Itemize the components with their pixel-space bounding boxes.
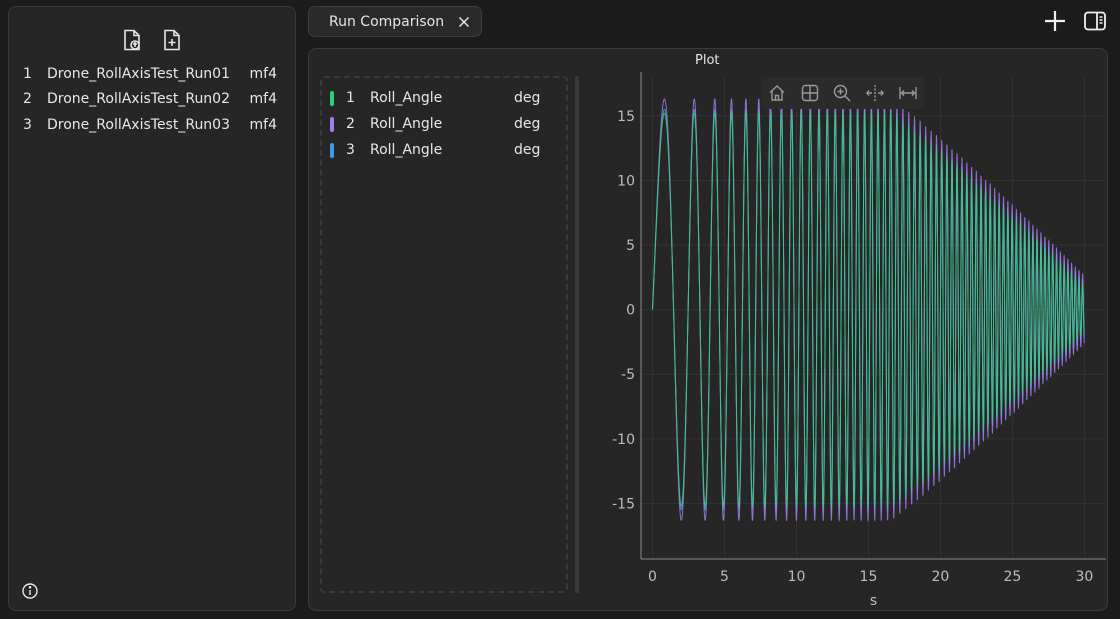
y-tick-label: -10 xyxy=(612,432,635,448)
x-tick-label: 15 xyxy=(860,569,878,585)
series-line xyxy=(652,111,1085,508)
file-ext: mf4 xyxy=(249,91,277,108)
close-icon[interactable] xyxy=(457,15,471,29)
y-tick-label: 5 xyxy=(626,238,635,254)
y-tick-label: 0 xyxy=(626,303,635,319)
x-tick-label: 20 xyxy=(932,569,950,585)
legend-item[interactable]: 3 Roll_Angle deg xyxy=(330,140,554,160)
file-toolbar xyxy=(9,27,295,55)
legend-signal: Roll_Angle xyxy=(370,116,443,132)
info-icon[interactable] xyxy=(21,582,39,600)
file-row[interactable]: 3 Drone_RollAxisTest_Run03 mf4 xyxy=(23,112,277,138)
series-color-swatch xyxy=(330,116,334,132)
x-tick-label: 5 xyxy=(720,569,729,585)
series-color-swatch xyxy=(330,142,334,158)
file-row[interactable]: 1 Drone_RollAxisTest_Run01 mf4 xyxy=(23,61,277,87)
file-index: 3 xyxy=(23,116,32,133)
file-import-icon[interactable] xyxy=(119,27,145,53)
fit-horizontal-icon[interactable] xyxy=(897,82,919,104)
y-tick-label: -5 xyxy=(621,367,635,383)
legend-unit: deg xyxy=(514,116,541,132)
legend-index: 2 xyxy=(346,116,355,132)
legend-index: 3 xyxy=(346,142,355,158)
file-index: 1 xyxy=(23,65,32,82)
x-axis-label: s xyxy=(870,593,877,609)
panel-splitter[interactable] xyxy=(575,76,579,593)
legend-index: 1 xyxy=(346,90,355,106)
x-tick-label: 25 xyxy=(1004,569,1022,585)
file-row[interactable]: 2 Drone_RollAxisTest_Run02 mf4 xyxy=(23,87,277,113)
file-ext: mf4 xyxy=(249,65,277,82)
plot-title: Plot xyxy=(695,53,720,68)
file-ext: mf4 xyxy=(249,116,277,133)
grid-icon[interactable] xyxy=(799,82,821,104)
roll-angle-chart[interactable]: 0 5 10 15 20 25 30 15 10 5 0 -5 -10 -15 s xyxy=(309,49,1107,610)
legend-item[interactable]: 2 Roll_Angle deg xyxy=(330,114,554,134)
home-icon[interactable] xyxy=(766,82,788,104)
tab-run-comparison[interactable]: Run Comparison xyxy=(308,6,482,37)
series-color-swatch xyxy=(330,90,334,106)
file-plus-icon[interactable] xyxy=(159,27,185,53)
y-tick-label: -15 xyxy=(612,496,635,512)
add-icon[interactable] xyxy=(1042,8,1068,34)
toggle-sidebar-icon[interactable] xyxy=(1082,8,1108,34)
plot-toolbar xyxy=(761,77,924,109)
file-index: 2 xyxy=(23,91,32,108)
window-actions xyxy=(1042,8,1108,34)
file-panel: 1 Drone_RollAxisTest_Run01 mf4 2 Drone_R… xyxy=(8,6,296,611)
legend-unit: deg xyxy=(514,90,541,106)
x-tick-label: 10 xyxy=(788,569,806,585)
plot-panel: Plot 1 Roll_Angle deg 2 Roll_Angle deg 3… xyxy=(308,48,1108,611)
signal-legend: 1 Roll_Angle deg 2 Roll_Angle deg 3 Roll… xyxy=(320,76,568,593)
legend-signal: Roll_Angle xyxy=(370,90,443,106)
x-tick-label: 30 xyxy=(1075,569,1093,585)
zoom-in-icon[interactable] xyxy=(831,82,853,104)
pan-horizontal-icon[interactable] xyxy=(864,82,886,104)
file-name: Drone_RollAxisTest_Run03 xyxy=(47,116,230,133)
file-name: Drone_RollAxisTest_Run02 xyxy=(47,91,230,108)
y-tick-label: 10 xyxy=(617,173,635,189)
y-tick-label: 15 xyxy=(617,109,635,125)
legend-signal: Roll_Angle xyxy=(370,142,443,158)
file-name: Drone_RollAxisTest_Run01 xyxy=(47,65,230,82)
legend-unit: deg xyxy=(514,142,541,158)
file-list: 1 Drone_RollAxisTest_Run01 mf4 2 Drone_R… xyxy=(23,61,277,138)
tab-label: Run Comparison xyxy=(329,13,445,30)
legend-item[interactable]: 1 Roll_Angle deg xyxy=(330,88,554,108)
x-tick-label: 0 xyxy=(648,569,657,585)
